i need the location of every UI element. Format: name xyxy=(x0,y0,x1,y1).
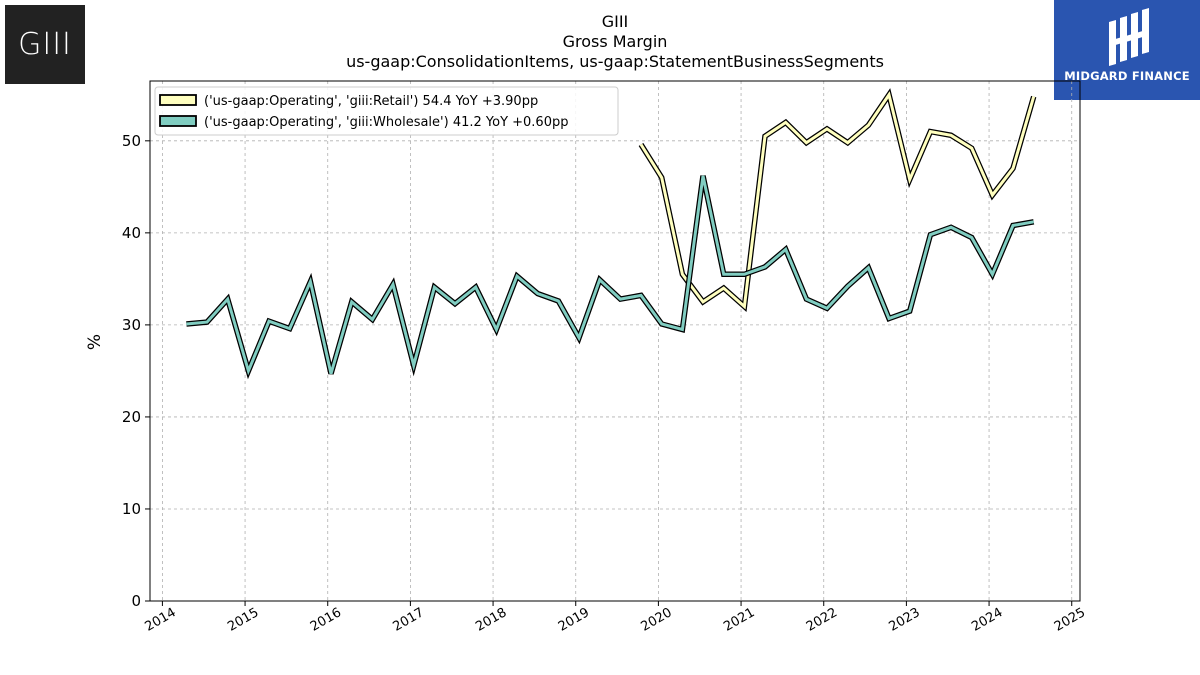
chart-title: GIII xyxy=(602,12,629,31)
x-tick-label: 2022 xyxy=(804,605,840,635)
x-tick-label: 2015 xyxy=(225,605,261,635)
series-line xyxy=(186,175,1034,376)
plot-frame xyxy=(149,80,1081,602)
x-tick-label: 2021 xyxy=(721,605,757,635)
series-line xyxy=(639,91,1036,310)
company-logo-text: GIII xyxy=(18,27,72,62)
brand-name: MIDGARD FINANCE xyxy=(1064,69,1190,83)
legend-swatch xyxy=(159,94,197,106)
y-tick-label: 40 xyxy=(122,224,141,242)
company-logo: GIII xyxy=(5,5,85,84)
y-tick-label: 50 xyxy=(122,132,141,150)
series-retail xyxy=(638,88,1037,313)
midgard-logo-icon xyxy=(1109,8,1149,66)
brand-logo: MIDGARD FINANCE xyxy=(1054,0,1200,100)
legend-swatch xyxy=(159,115,197,127)
legend-box xyxy=(154,86,619,136)
chart-subtitle-segments: us-gaap:ConsolidationItems, us-gaap:Stat… xyxy=(346,52,884,71)
x-tick-label: 2017 xyxy=(391,605,427,635)
y-axis-label: % xyxy=(85,334,105,350)
y-tick-label: 30 xyxy=(122,316,141,334)
y-tick-label: 10 xyxy=(122,500,141,518)
legend: ('us-gaap:Operating', 'giii:Retail') 54.… xyxy=(154,86,619,136)
series-wholesale xyxy=(186,175,1035,380)
series-layer xyxy=(186,88,1037,380)
x-tick-label: 2016 xyxy=(308,605,344,635)
y-tick-label: 0 xyxy=(131,592,141,610)
x-tick-label: 2014 xyxy=(143,605,179,635)
x-tick-label: 2019 xyxy=(556,605,592,635)
axis-ticks: 0 10 20 30 40 50 2014 2015 2016 2017 2018 2019 2020 2… xyxy=(122,132,1088,635)
chart-subtitle: Gross Margin xyxy=(563,32,668,51)
x-tick-label: 2020 xyxy=(639,605,675,635)
legend-label: ('us-gaap:Operating', 'giii:Retail') 54.… xyxy=(204,94,538,109)
x-tick-label: 2024 xyxy=(969,605,1005,635)
grid-lines xyxy=(150,81,1080,602)
x-tick-label: 2023 xyxy=(887,605,923,635)
x-tick-label: 2018 xyxy=(473,605,509,635)
legend-label: ('us-gaap:Operating', 'giii:Wholesale') … xyxy=(204,115,568,130)
y-tick-label: 20 xyxy=(122,408,141,426)
x-tick-label: 2025 xyxy=(1052,605,1088,635)
